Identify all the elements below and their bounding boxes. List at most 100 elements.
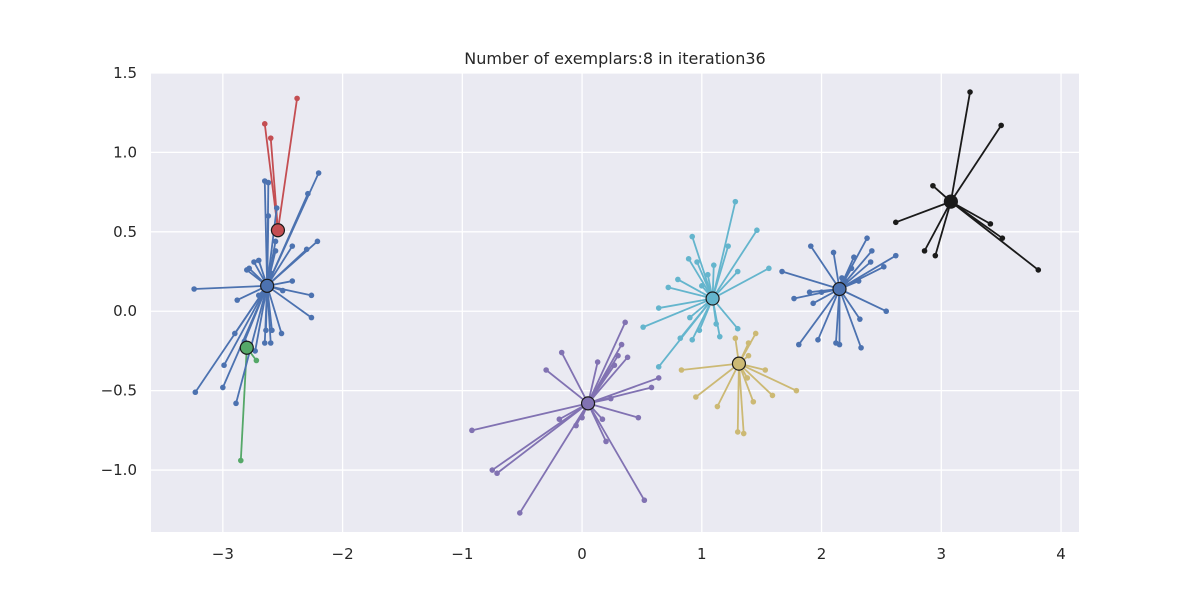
exemplar-point <box>943 194 958 209</box>
cluster-link-line <box>691 236 714 299</box>
cluster-link-line <box>810 245 841 290</box>
data-point <box>967 89 973 95</box>
data-point <box>750 398 757 405</box>
data-point <box>655 305 662 311</box>
data-point <box>305 190 311 197</box>
data-point <box>315 170 322 176</box>
exemplar-point <box>832 281 847 297</box>
data-point <box>603 438 609 445</box>
data-point <box>734 268 741 275</box>
data-point <box>883 308 890 315</box>
data-point <box>858 344 864 351</box>
x-tick-label: 4 <box>1056 545 1066 563</box>
data-point <box>517 510 523 516</box>
data-point <box>267 270 274 276</box>
data-point <box>265 213 272 219</box>
data-point <box>734 325 741 332</box>
data-point <box>836 341 843 348</box>
data-point <box>998 122 1004 129</box>
data-point <box>769 392 776 399</box>
data-point <box>716 333 723 340</box>
y-tick-label: −0.5 <box>101 382 137 400</box>
data-point <box>864 235 870 241</box>
data-point <box>641 497 648 504</box>
data-point <box>265 179 272 186</box>
cluster-link-line <box>738 362 797 392</box>
data-points <box>191 89 1042 516</box>
data-point <box>272 238 279 245</box>
data-point <box>734 429 741 435</box>
data-point <box>263 327 269 334</box>
data-point <box>696 327 703 334</box>
data-point <box>830 249 837 256</box>
data-point <box>308 292 315 299</box>
data-point <box>255 292 262 299</box>
y-tick-label: 1.5 <box>113 64 137 82</box>
cluster-link-line <box>839 288 887 313</box>
data-point <box>725 243 731 249</box>
cluster-link-line <box>266 245 294 287</box>
exemplar-point <box>705 291 720 306</box>
data-point <box>766 265 772 272</box>
data-point <box>655 375 662 381</box>
data-point <box>675 276 681 283</box>
exemplar-point <box>239 340 254 355</box>
data-point <box>624 354 631 361</box>
data-point <box>233 400 239 407</box>
data-point <box>640 324 646 330</box>
cluster-link-line <box>681 362 740 371</box>
data-point <box>665 284 672 291</box>
cluster-link-line <box>679 297 714 339</box>
cluster-link-line <box>642 297 713 328</box>
data-point <box>635 414 642 421</box>
data-point <box>732 198 739 205</box>
cluster-link-line <box>222 285 268 388</box>
data-point <box>558 349 565 356</box>
data-point <box>543 367 549 373</box>
data-point <box>806 289 813 295</box>
data-point <box>261 340 268 346</box>
data-point <box>791 295 797 302</box>
cluster-link-line <box>712 267 770 300</box>
data-point <box>267 340 274 346</box>
cluster-link-line <box>587 321 626 404</box>
data-point <box>699 283 705 289</box>
data-point <box>754 227 760 234</box>
x-tick-label: 1 <box>697 545 707 563</box>
data-point <box>615 352 621 359</box>
cluster-link-line <box>277 98 298 231</box>
data-point <box>999 235 1006 241</box>
exemplar-point <box>731 356 747 371</box>
cluster-link-line <box>560 352 589 404</box>
exemplar-point <box>270 223 286 238</box>
data-point <box>232 330 238 337</box>
data-point <box>618 341 625 348</box>
x-tick-label: 0 <box>577 545 587 563</box>
data-point <box>807 243 814 249</box>
data-point <box>818 289 825 295</box>
data-point <box>687 314 693 321</box>
cluster-link-line <box>716 363 740 407</box>
data-point <box>648 384 655 391</box>
y-tick-label: −1.0 <box>101 461 137 479</box>
data-point <box>793 387 800 394</box>
data-point <box>732 335 739 342</box>
cluster-link-line <box>711 229 758 300</box>
data-point <box>694 259 700 265</box>
cluster-link-line <box>695 362 740 398</box>
data-point <box>221 362 227 369</box>
cluster-link-line <box>895 200 952 224</box>
cluster-link-line <box>266 193 309 287</box>
data-point <box>705 271 711 278</box>
data-point <box>267 135 274 141</box>
exemplar-point <box>580 396 596 411</box>
y-tick-label: 1.0 <box>113 143 137 161</box>
cluster-link-line <box>950 124 1002 203</box>
cluster-link-line <box>839 254 897 290</box>
y-tick-label: 0.5 <box>113 223 137 241</box>
data-point <box>810 300 816 307</box>
cluster-link-line <box>266 215 270 286</box>
cluster-link-line <box>587 402 646 501</box>
data-point <box>261 121 268 127</box>
